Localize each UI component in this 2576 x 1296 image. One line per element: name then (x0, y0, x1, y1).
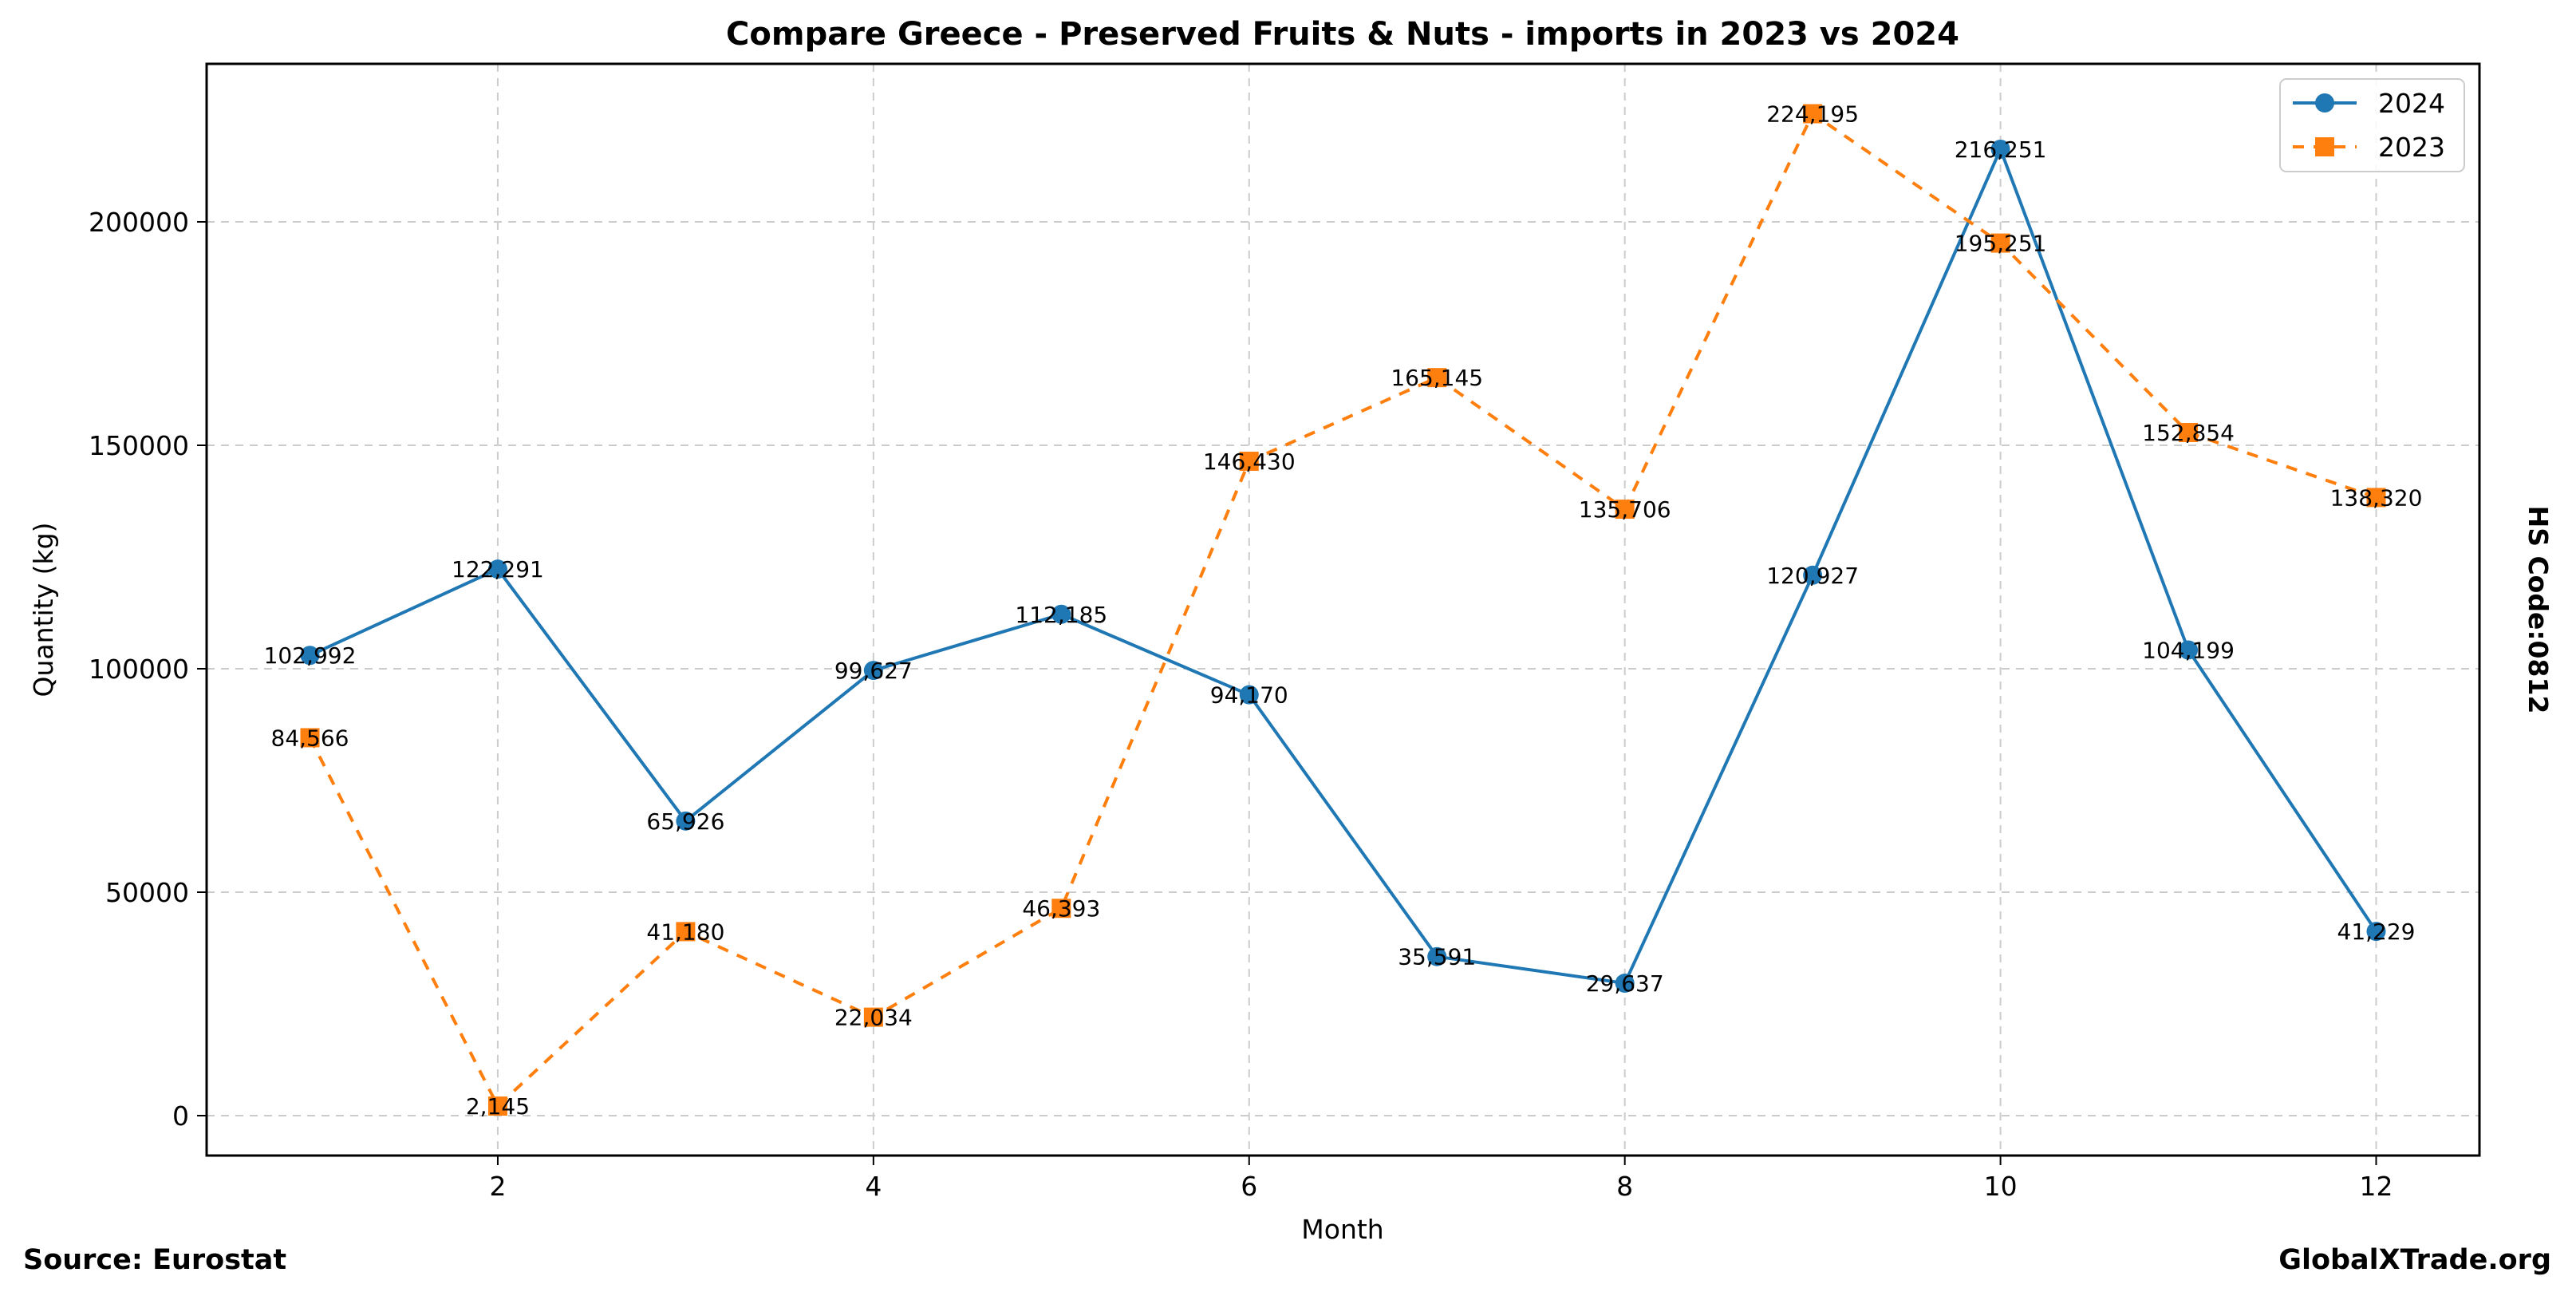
y-tick-label: 200000 (89, 207, 189, 238)
legend-marker-circle-icon (2315, 93, 2334, 113)
data-point-2024 (1239, 685, 1259, 705)
x-tick-label: 10 (1984, 1171, 2018, 1202)
data-point-2024 (863, 661, 883, 681)
y-tick-label: 150000 (89, 430, 189, 461)
y-tick-label: 0 (172, 1100, 189, 1132)
data-point-2024 (1990, 139, 2010, 159)
chart-title: Compare Greece - Preserved Fruits & Nuts… (726, 16, 1959, 53)
data-label-2024: 29,637 (1586, 970, 1664, 997)
data-label-2024: 94,170 (1210, 682, 1288, 709)
data-point-2024 (1427, 946, 1447, 966)
y-axis: 0 50000 100000 150000 200000 (89, 207, 207, 1132)
data-point-2023 (2366, 488, 2386, 508)
data-point-2023 (676, 922, 696, 942)
data-label-2024: 102,992 (264, 642, 357, 669)
data-point-2023 (300, 728, 320, 748)
data-label-2024: 122,291 (452, 556, 544, 583)
data-label-2024: 112,185 (1015, 602, 1107, 628)
y-tick-label: 100000 (89, 654, 189, 685)
data-point-2023 (1803, 104, 1823, 124)
data-label-2024: 99,627 (834, 658, 913, 684)
series-line-2024 (309, 147, 2378, 986)
x-tick-label: 2 (489, 1171, 506, 1202)
data-point-2023 (1051, 899, 1071, 919)
data-point-2024 (2179, 640, 2199, 660)
x-axis: 2 4 6 8 10 12 (489, 1156, 2393, 1202)
series-line-2023 (308, 112, 2377, 1108)
x-tick-label: 12 (2360, 1171, 2393, 1202)
data-point-2023 (863, 1007, 883, 1027)
plot-frame (205, 62, 2481, 1157)
legend-label-2023: 2023 (2378, 132, 2445, 163)
data-point-2023 (2179, 423, 2199, 443)
data-point-2023 (1239, 451, 1259, 471)
watermark: GlobalXTrade.org (2278, 1244, 2551, 1276)
x-tick-label: 8 (1616, 1171, 1633, 1202)
hs-code-label: HS Code:0812 (2523, 506, 2554, 714)
data-point-2024 (1615, 974, 1635, 994)
data-label-2024: 104,199 (2142, 637, 2235, 663)
legend-label-2024: 2024 (2378, 88, 2445, 119)
series-lines (308, 112, 2378, 1108)
data-label-2023: 22,034 (834, 1005, 913, 1031)
x-axis-label: Month (1301, 1214, 1383, 1245)
x-tick-label: 4 (865, 1171, 882, 1202)
data-label-2023: 138,320 (2330, 484, 2423, 511)
data-label-2023: 195,251 (1955, 231, 2047, 257)
legend: 2024 2023 (2279, 78, 2465, 172)
data-label-2024: 216,251 (1955, 136, 2047, 163)
data-point-2024 (1803, 565, 1823, 585)
data-label-2023: 2,145 (466, 1093, 530, 1120)
data-point-2024 (1051, 604, 1071, 624)
data-label-2023: 46,393 (1022, 895, 1100, 922)
data-point-2024 (2366, 922, 2386, 942)
data-point-2023 (1615, 500, 1635, 520)
x-tick-label: 6 (1241, 1171, 1257, 1202)
data-label-2023: 41,180 (646, 919, 724, 945)
data-label-2023: 146,430 (1203, 448, 1296, 475)
data-label-2024: 65,926 (646, 808, 724, 835)
source-note: Source: Eurostat (23, 1244, 286, 1276)
data-label-2024: 41,229 (2337, 919, 2416, 945)
markers (300, 104, 2386, 1116)
legend-marker-square-icon (2315, 137, 2334, 156)
y-axis-label: Quantity (kg) (28, 523, 59, 697)
data-point-2024 (300, 646, 320, 666)
data-labels: 102,992 122,291 65,926 99,627 112,185 94,170 3… (264, 101, 2423, 1120)
data-point-2024 (487, 559, 507, 579)
data-label-2024: 35,591 (1398, 944, 1476, 970)
data-label-2023: 224,195 (1766, 101, 1859, 128)
data-label-2024: 120,927 (1766, 563, 1859, 589)
data-point-2023 (1990, 233, 2010, 253)
data-point-2023 (1427, 368, 1447, 388)
data-label-2023: 165,145 (1391, 365, 1483, 391)
y-tick-label: 50000 (105, 877, 189, 908)
data-point-2024 (676, 811, 696, 831)
grid (207, 64, 2479, 1156)
data-label-2023: 152,854 (2142, 420, 2235, 446)
data-label-2023: 84,566 (271, 725, 349, 751)
data-label-2023: 135,706 (1579, 496, 1671, 523)
data-point-2023 (487, 1096, 507, 1116)
